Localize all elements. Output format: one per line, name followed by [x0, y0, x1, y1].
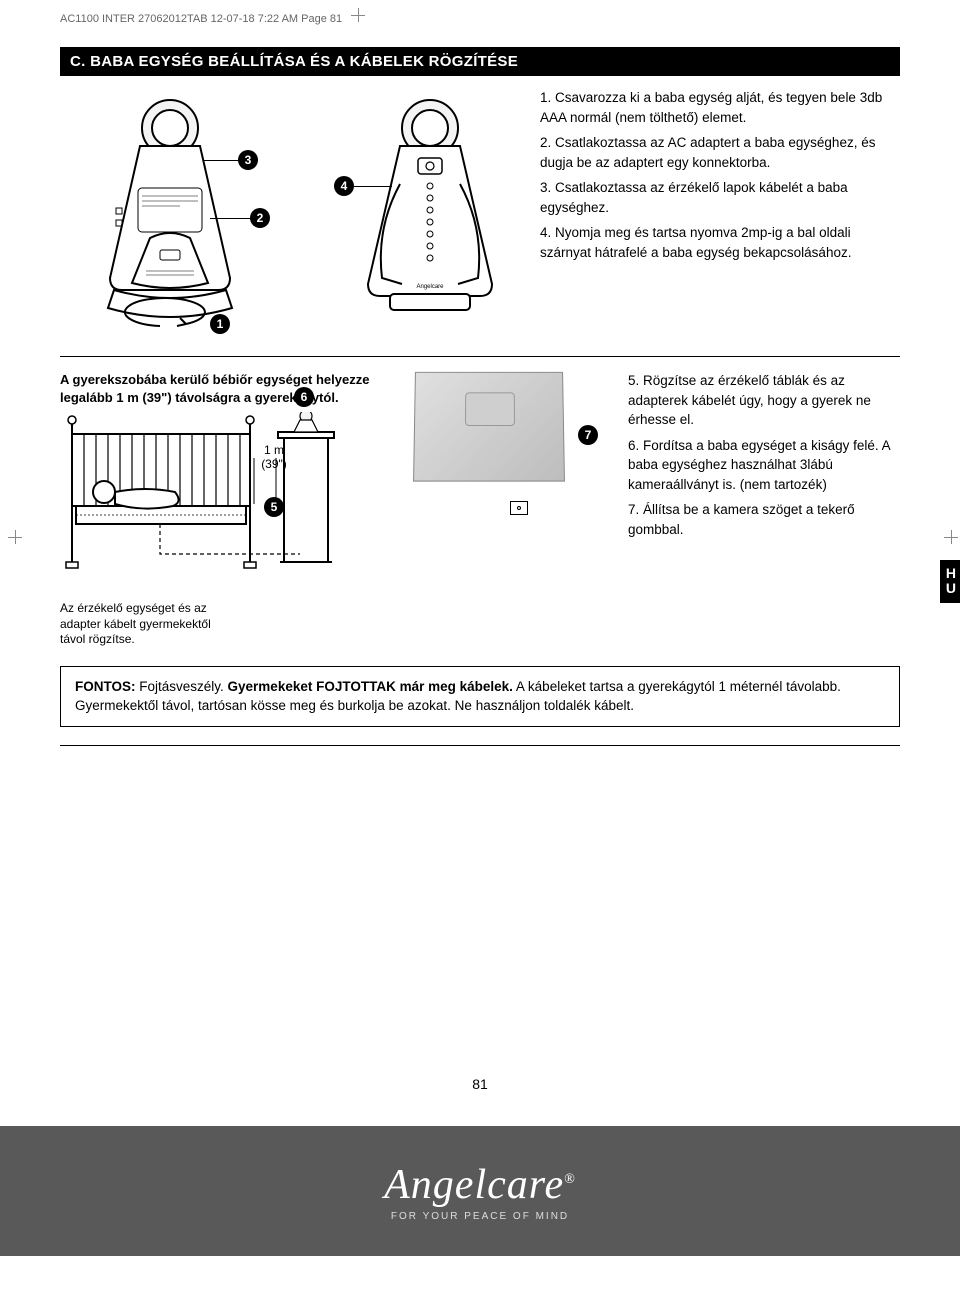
crib-line-art: [60, 412, 350, 592]
registered-icon: ®: [564, 1172, 576, 1187]
divider: [60, 356, 900, 357]
language-tab: H U: [940, 560, 960, 603]
mid-illustration-row: A gyerekszobába kerülő bébiőr egységet h…: [60, 371, 900, 648]
callout-4: 4: [334, 176, 354, 196]
leader-line: [204, 160, 240, 161]
svg-text:Angelcare: Angelcare: [416, 284, 444, 290]
page-number: 81: [60, 1076, 900, 1092]
step-1: 1. Csavarozza ki a baba egység alját, és…: [540, 88, 900, 127]
lang-h: H: [946, 566, 956, 581]
callout-5: 5: [264, 497, 284, 517]
warning-text-before: Fojtásveszély.: [136, 679, 228, 694]
wall-outlet-icon: [510, 501, 528, 515]
distance-label: 1 m (39"): [254, 443, 294, 471]
brand-logo: Angelcare®: [384, 1161, 576, 1209]
camera-lens-icon: [465, 392, 515, 426]
warning-bold: Gyermekeket FOJTOTTAK már meg kábelek.: [228, 679, 513, 694]
steps-list-mid: 5. Rögzítse az érzékelő táblák és az ada…: [628, 371, 900, 546]
crop-mark-icon: [351, 8, 365, 22]
step-3: 3. Csatlakoztassa az érzékelő lapok kábe…: [540, 178, 900, 217]
leader-line: [354, 186, 392, 187]
crib-caption: A gyerekszobába kerülő bébiőr egységet h…: [60, 371, 400, 406]
step-6: 6. Fordítsa a baba egységet a kiságy fel…: [628, 436, 900, 495]
under-crib-note: Az érzékelő egységet és az adapter kábel…: [60, 601, 230, 648]
step-7: 7. Állítsa be a kamera szöget a tekerő g…: [628, 500, 900, 539]
divider: [60, 745, 900, 746]
device-front-line-art: Angelcare: [330, 88, 530, 338]
top-illustration-row: 3 2 1: [60, 88, 900, 338]
warning-box: FONTOS: Fojtásveszély. Gyermekeket FOJTO…: [60, 666, 900, 727]
warning-label: FONTOS:: [75, 679, 136, 694]
callout-3: 3: [238, 150, 258, 170]
device-line-art: [60, 88, 320, 338]
step-4: 4. Nyomja meg és tartsa nyomva 2mp-ig a …: [540, 223, 900, 262]
lang-u: U: [946, 581, 956, 596]
brand-tagline: FOR YOUR PEACE OF MIND: [391, 1211, 569, 1222]
step-5: 5. Rögzítse az érzékelő táblák és az ada…: [628, 371, 900, 430]
brand-name: Angelcare: [384, 1162, 564, 1208]
page-content: C. BABA EGYSÉG BEÁLLÍTÁSA ÉS A KÁBELEK R…: [0, 47, 960, 1112]
print-header: AC1100 INTER 27062012TAB 12-07-18 7:22 A…: [0, 0, 960, 29]
step-2: 2. Csatlakoztassa az AC adaptert a baba …: [540, 133, 900, 172]
callout-6: 6: [294, 387, 314, 407]
baby-unit-front-illustration: Angelcare 4: [330, 88, 530, 338]
steps-list-top: 1. Csavarozza ki a baba egység alját, és…: [540, 88, 900, 269]
header-text: AC1100 INTER 27062012TAB 12-07-18 7:22 A…: [60, 13, 342, 25]
baby-unit-back-illustration: 3 2 1: [60, 88, 320, 338]
brand-footer: Angelcare® FOR YOUR PEACE OF MIND: [0, 1126, 960, 1256]
callout-1: 1: [210, 314, 230, 334]
callout-2: 2: [250, 208, 270, 228]
crib-illustration-block: A gyerekszobába kerülő bébiőr egységet h…: [60, 371, 400, 648]
leader-line: [210, 218, 252, 219]
section-heading: C. BABA EGYSÉG BEÁLLÍTÁSA ÉS A KÁBELEK R…: [60, 47, 900, 76]
callout-7: 7: [578, 425, 598, 445]
camera-adjust-photo-block: 7: [414, 371, 614, 481]
camera-photo: [413, 372, 565, 482]
